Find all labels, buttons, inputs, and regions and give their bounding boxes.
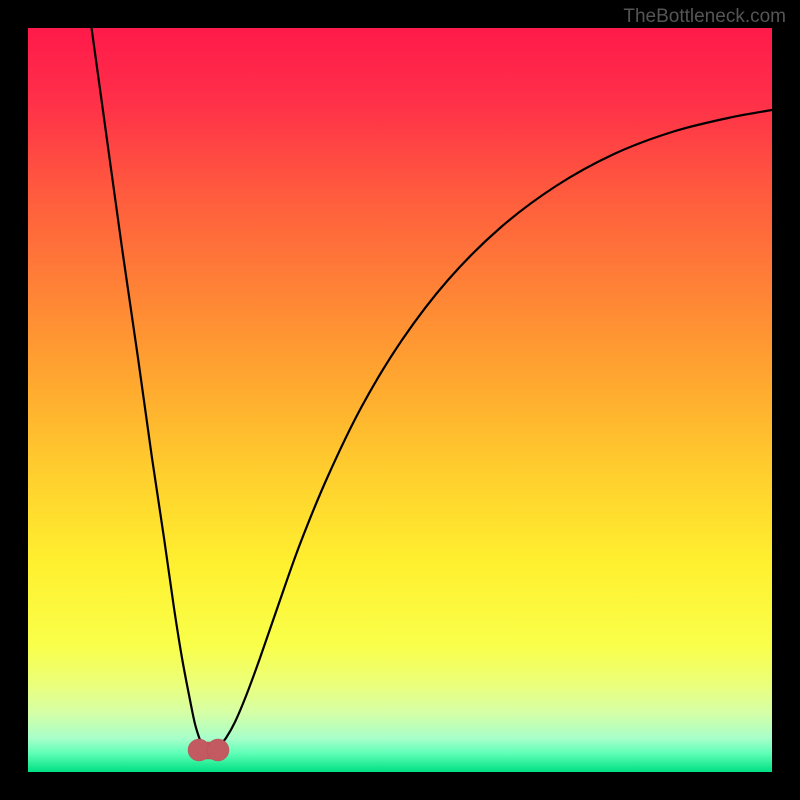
bottleneck-chart [0, 0, 800, 800]
optimum-marker [188, 739, 229, 761]
plot-background [28, 28, 772, 772]
